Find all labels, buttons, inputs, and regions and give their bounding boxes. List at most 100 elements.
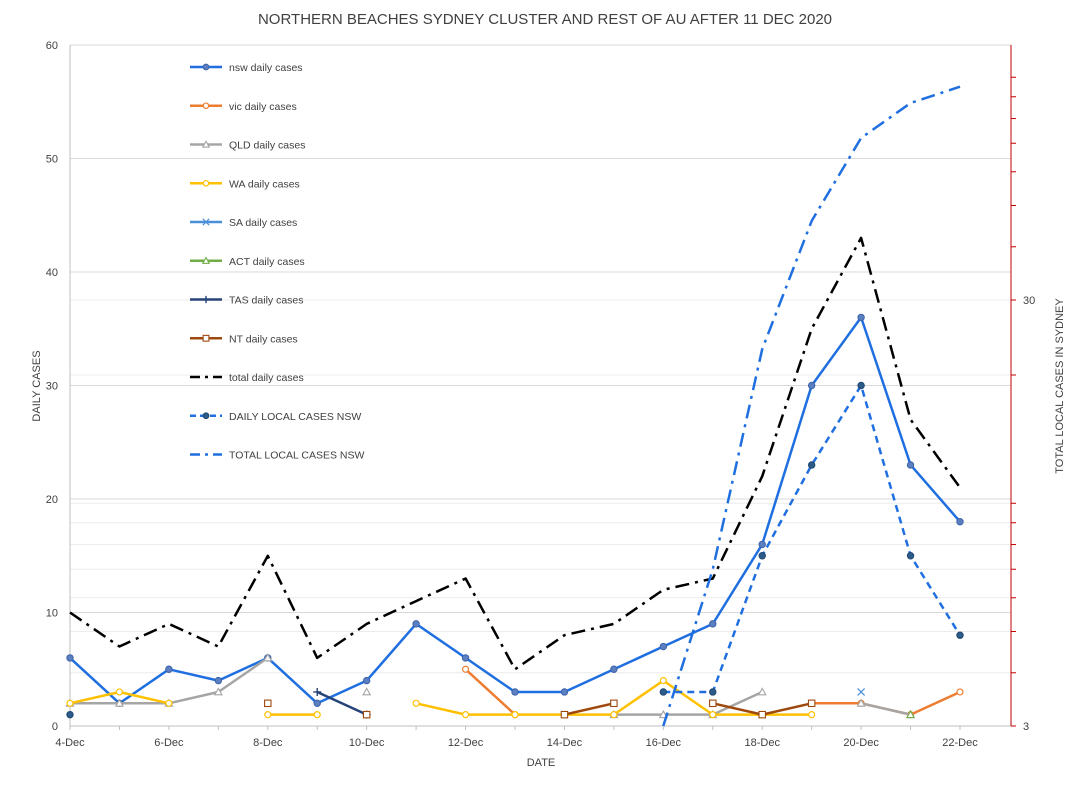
data-point — [213, 687, 223, 696]
y-tick-label: 10 — [46, 608, 58, 620]
x-tick-label: 18-Dec — [744, 737, 780, 749]
data-point — [956, 631, 964, 639]
legend-label: total daily cases — [229, 372, 304, 384]
data-point — [658, 709, 668, 719]
data-point — [857, 313, 865, 322]
legend-item: WA daily cases — [190, 178, 300, 190]
legend: nsw daily cases vic daily cases QLD daily … — [190, 62, 364, 462]
legend-label: TOTAL LOCAL CASES NSW — [229, 450, 364, 462]
series-line — [663, 384, 962, 694]
data-point — [202, 218, 210, 226]
data-point — [313, 711, 321, 719]
legend-item: DAILY LOCAL CASES NSW — [190, 411, 361, 423]
data-point — [202, 63, 210, 71]
data-point — [165, 699, 173, 707]
series-3 — [66, 676, 816, 719]
y-axis-title: DAILY CASES — [31, 350, 43, 421]
data-point — [758, 552, 766, 560]
data-point — [808, 711, 816, 719]
data-point — [857, 381, 865, 390]
data-point — [461, 654, 470, 662]
data-point — [758, 540, 766, 549]
legend-label: TAS daily cases — [229, 295, 304, 307]
data-point — [66, 710, 74, 719]
series-line — [860, 702, 911, 716]
data-point — [807, 699, 816, 708]
axes: 0 10 20 30 40 50 60 3 30 4-Dec 6-Dec 8-Dec 10-Dec 12-… — [46, 40, 1036, 749]
data-point — [202, 334, 210, 342]
data-point — [659, 642, 668, 651]
data-point — [709, 699, 717, 708]
chart-title: NORTHERN BEACHES SYDNEY CLUSTER AND REST… — [258, 11, 832, 28]
series-line — [69, 236, 962, 671]
series-layer — [65, 85, 964, 727]
data-point — [362, 710, 371, 719]
data-point — [610, 665, 618, 673]
data-point — [709, 711, 717, 719]
data-point — [610, 711, 618, 719]
legend-item: TOTAL LOCAL CASES NSW — [190, 450, 364, 462]
legend-label: DAILY LOCAL CASES NSW — [229, 411, 361, 423]
x-tick-label: 8-Dec — [253, 737, 283, 749]
data-point — [264, 699, 272, 708]
series-7 — [264, 699, 816, 719]
data-point — [560, 688, 569, 696]
data-point — [956, 688, 964, 696]
data-point — [202, 412, 210, 420]
data-point — [857, 688, 866, 696]
legend-item: TAS daily cases — [190, 295, 304, 307]
y2-axis-title: TOTAL LOCAL CASES IN SYDNEY — [1054, 298, 1066, 474]
data-point — [906, 461, 915, 469]
data-point — [214, 676, 223, 685]
y-tick-label: 30 — [46, 381, 58, 393]
data-point — [313, 687, 322, 696]
data-point — [263, 653, 273, 662]
data-point — [560, 710, 569, 719]
data-point — [202, 179, 210, 187]
x-tick-label: 20-Dec — [843, 737, 879, 749]
data-point — [659, 676, 667, 685]
x-axis-title: DATE — [527, 757, 556, 769]
data-point — [202, 102, 210, 110]
legend-label: vic daily cases — [229, 101, 297, 113]
data-point — [511, 688, 519, 696]
series-line — [464, 668, 516, 716]
series-8 — [69, 236, 962, 671]
x-tick-label: 14-Dec — [547, 737, 583, 749]
series-4 — [857, 688, 866, 696]
x-tick-label: 16-Dec — [646, 737, 682, 749]
y-tick-label: 60 — [46, 40, 58, 52]
data-point — [610, 699, 618, 708]
legend-label: nsw daily cases — [229, 62, 303, 74]
y-tick-label: 20 — [46, 494, 58, 506]
data-point — [709, 620, 717, 628]
x-tick-label: 6-Dec — [154, 737, 184, 749]
legend-item: SA daily cases — [190, 217, 297, 229]
data-point — [956, 518, 964, 526]
legend-item: QLD daily cases — [190, 140, 305, 152]
data-point — [412, 620, 420, 628]
data-point — [264, 711, 272, 719]
data-point — [659, 688, 668, 696]
data-point — [115, 688, 124, 696]
legend-item: NT daily cases — [190, 333, 298, 345]
legend-item: total daily cases — [190, 372, 304, 384]
x-tick-label: 12-Dec — [448, 737, 484, 749]
data-point — [511, 711, 519, 719]
legend-label: SA daily cases — [229, 217, 297, 229]
y-tick-label: 50 — [46, 154, 58, 166]
data-point — [906, 709, 916, 719]
x-tick-label: 10-Dec — [349, 737, 385, 749]
data-point — [165, 665, 173, 673]
x-tick-label: 22-Dec — [942, 737, 978, 749]
data-point — [362, 687, 372, 696]
legend-item: nsw daily cases — [190, 62, 303, 74]
y2-tick-label: 30 — [1023, 295, 1035, 307]
series-10 — [662, 85, 961, 727]
series-0 — [66, 313, 964, 707]
legend-label: NT daily cases — [229, 333, 298, 345]
data-point — [114, 698, 124, 707]
data-point — [313, 699, 321, 707]
gridlines — [70, 44, 1011, 674]
